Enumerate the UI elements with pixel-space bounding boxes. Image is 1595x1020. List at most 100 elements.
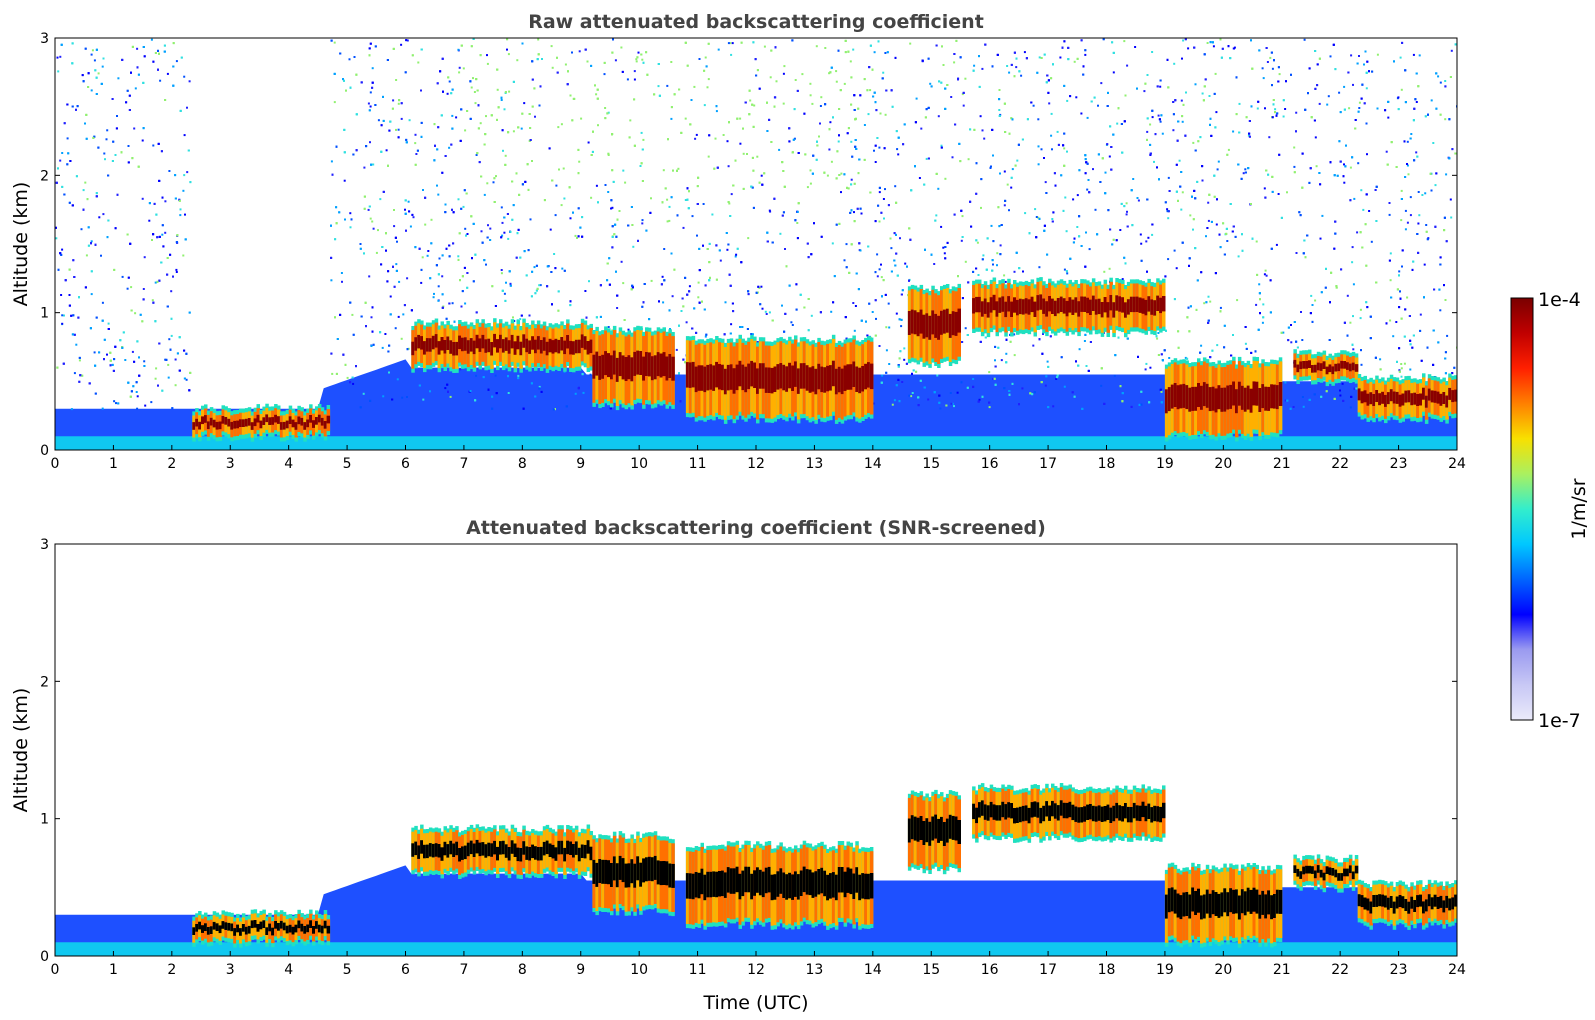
noise-pixel xyxy=(131,45,134,48)
noise-pixel xyxy=(1025,57,1028,60)
noise-pixel xyxy=(1066,99,1069,102)
noise-pixel xyxy=(874,220,877,223)
noise-pixel xyxy=(1393,60,1395,63)
noise-pixel xyxy=(367,102,370,105)
noise-pixel xyxy=(512,130,515,133)
noise-pixel xyxy=(1274,108,1277,111)
noise-pixel xyxy=(450,92,453,95)
noise-pixel xyxy=(1050,134,1053,137)
noise-pixel xyxy=(459,368,462,371)
noise-pixel xyxy=(336,338,339,340)
noise-pixel xyxy=(901,381,904,383)
noise-pixel xyxy=(1072,241,1075,244)
noise-pixel xyxy=(1044,384,1047,387)
noise-pixel xyxy=(1269,56,1272,59)
noise-pixel xyxy=(1241,249,1244,252)
noise-pixel xyxy=(1358,107,1361,109)
noise-pixel xyxy=(607,326,610,328)
noise-pixel xyxy=(1338,91,1341,94)
noise-pixel xyxy=(452,242,455,245)
noise-pixel xyxy=(1222,222,1225,225)
noise-pixel xyxy=(1020,74,1023,77)
noise-pixel xyxy=(445,317,448,320)
noise-pixel xyxy=(1144,82,1147,85)
noise-pixel xyxy=(657,85,660,88)
noise-pixel xyxy=(881,295,883,298)
noise-pixel xyxy=(466,233,469,235)
noise-pixel xyxy=(1354,119,1357,121)
noise-pixel xyxy=(171,407,174,410)
noise-pixel xyxy=(1284,108,1287,110)
noise-pixel xyxy=(125,101,128,104)
noise-pixel xyxy=(388,371,390,374)
noise-pixel xyxy=(61,314,64,317)
noise-pixel xyxy=(1084,333,1087,336)
noise-pixel xyxy=(538,104,541,107)
noise-pixel xyxy=(1316,63,1319,66)
noise-pixel xyxy=(103,152,106,155)
noise-pixel xyxy=(1392,335,1395,338)
noise-pixel xyxy=(849,211,852,214)
noise-pixel xyxy=(927,106,930,109)
noise-pixel xyxy=(1173,298,1176,301)
noise-pixel xyxy=(1400,375,1403,378)
noise-pixel xyxy=(1236,299,1239,302)
noise-pixel xyxy=(850,183,853,186)
noise-pixel xyxy=(351,313,354,316)
noise-pixel xyxy=(397,315,400,318)
noise-pixel xyxy=(529,218,532,221)
noise-pixel xyxy=(978,85,981,88)
noise-pixel xyxy=(837,140,840,143)
noise-pixel xyxy=(1121,151,1124,154)
noise-pixel xyxy=(885,371,888,374)
noise-pixel xyxy=(1181,241,1184,244)
noise-pixel xyxy=(103,358,105,361)
noise-pixel xyxy=(843,82,846,85)
noise-pixel xyxy=(1158,118,1161,121)
noise-pixel xyxy=(374,45,377,48)
noise-pixel xyxy=(989,166,992,169)
noise-pixel xyxy=(693,307,696,310)
noise-pixel xyxy=(508,270,511,273)
noise-pixel xyxy=(1006,65,1009,67)
noise-pixel xyxy=(1173,249,1176,252)
noise-pixel xyxy=(641,148,644,151)
noise-pixel xyxy=(838,174,841,176)
noise-pixel xyxy=(688,190,690,193)
noise-pixel xyxy=(1067,58,1070,61)
noise-pixel xyxy=(1395,321,1398,323)
noise-pixel xyxy=(1209,117,1212,120)
noise-pixel xyxy=(581,235,584,238)
noise-pixel xyxy=(578,160,581,163)
noise-pixel xyxy=(405,141,408,144)
noise-pixel xyxy=(142,81,145,84)
noise-pixel xyxy=(1205,301,1208,304)
noise-pixel xyxy=(1156,85,1159,88)
noise-pixel xyxy=(880,211,883,214)
noise-pixel xyxy=(398,99,401,102)
noise-pixel xyxy=(143,55,146,58)
noise-pixel xyxy=(77,316,80,319)
noise-pixel xyxy=(1180,208,1183,211)
noise-pixel xyxy=(386,280,389,283)
noise-pixel xyxy=(673,268,676,271)
noise-pixel xyxy=(1092,168,1094,171)
noise-pixel xyxy=(725,232,728,234)
noise-pixel xyxy=(463,189,466,192)
noise-pixel xyxy=(1349,166,1352,169)
noise-pixel xyxy=(105,138,108,141)
noise-pixel xyxy=(1419,329,1422,332)
noise-pixel xyxy=(1364,50,1367,53)
noise-pixel xyxy=(59,55,62,58)
noise-pixel xyxy=(442,305,445,308)
noise-pixel xyxy=(1115,239,1118,242)
noise-pixel xyxy=(377,119,380,122)
noise-pixel xyxy=(1010,117,1013,120)
noise-pixel xyxy=(1113,374,1116,377)
noise-pixel xyxy=(727,42,730,45)
noise-pixel xyxy=(1189,305,1192,308)
noise-pixel xyxy=(943,252,946,255)
noise-pixel xyxy=(1075,360,1077,363)
noise-pixel xyxy=(729,215,732,217)
noise-pixel xyxy=(66,137,69,140)
